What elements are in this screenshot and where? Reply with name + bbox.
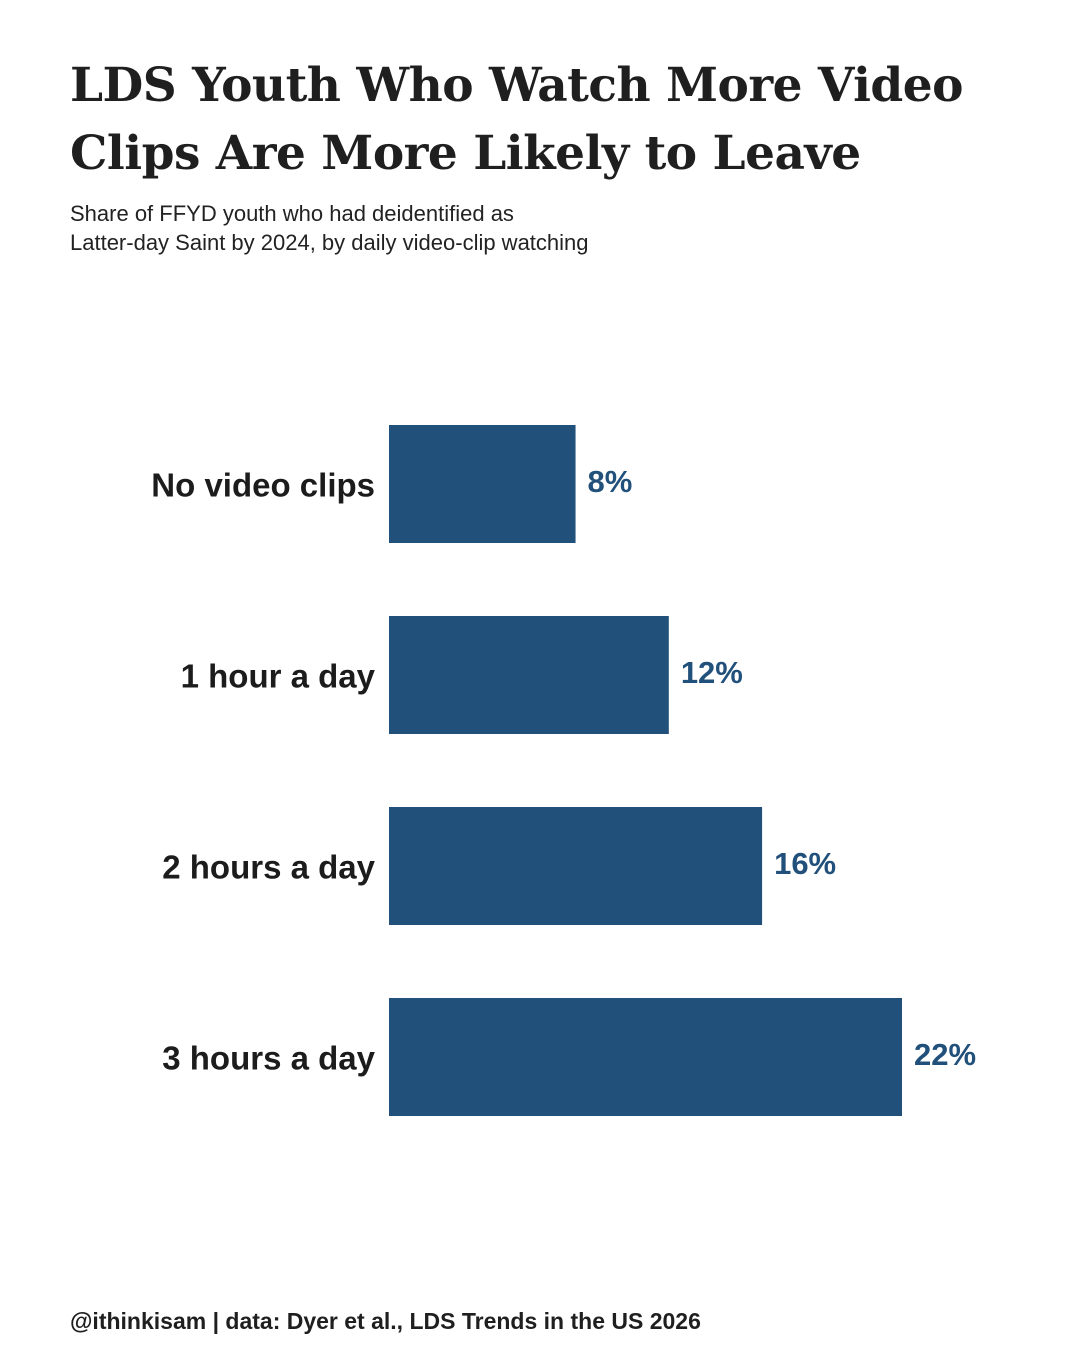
subtitle-line-2: Latter-day Saint by 2024, by daily video… <box>70 230 589 255</box>
bar-1-hour-a-day <box>389 616 669 734</box>
category-label-no-video-clips: No video clips <box>151 467 375 504</box>
category-label-3-hours-a-day: 3 hours a day <box>162 1040 375 1077</box>
category-label-1-hour-a-day: 1 hour a day <box>181 658 376 695</box>
value-label-3-hours-a-day: 22% <box>914 1037 976 1072</box>
chart-title: LDS Youth Who Watch More Video Clips Are… <box>70 58 964 181</box>
category-label-2-hours-a-day: 2 hours a day <box>162 849 375 886</box>
chart-subtitle: Share of FFYD youth who had deidentified… <box>70 199 710 257</box>
bar-3-hours-a-day <box>389 998 902 1116</box>
value-label-2-hours-a-day: 16% <box>774 846 836 881</box>
value-label-1-hour-a-day: 12% <box>681 655 743 690</box>
bar-no-video-clips <box>389 425 576 543</box>
subtitle-line-1: Share of FFYD youth who had deidentified… <box>70 201 514 226</box>
source-credit: @ithinkisam | data: Dyer et al., LDS Tre… <box>70 1308 701 1334</box>
value-label-no-video-clips: 8% <box>588 464 633 499</box>
bar-2-hours-a-day <box>389 807 763 925</box>
